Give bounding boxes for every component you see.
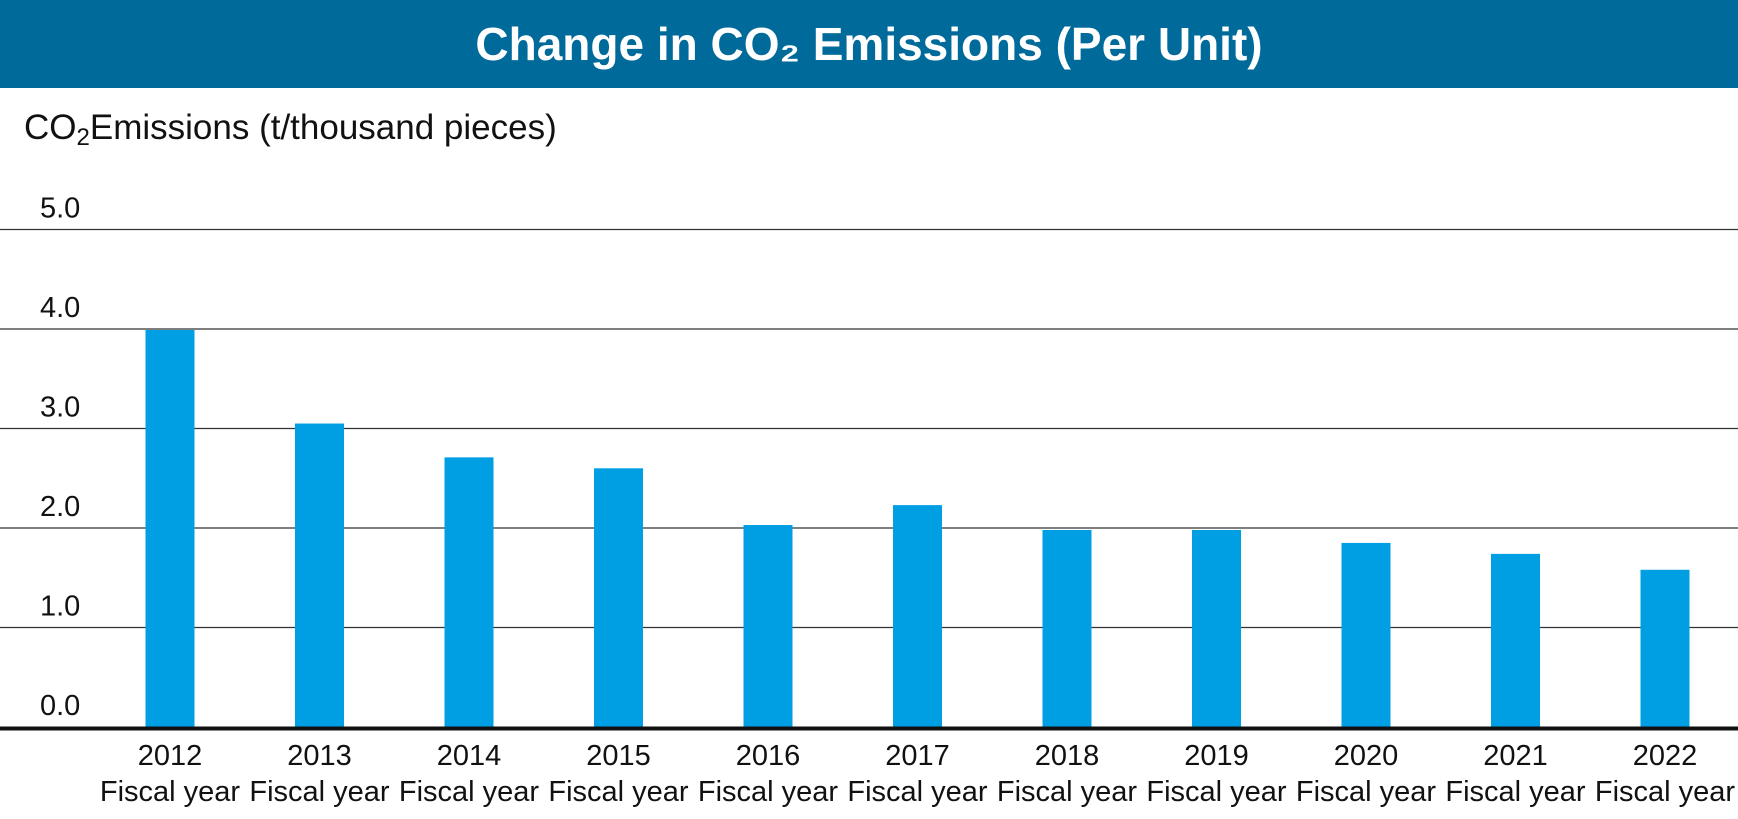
y-axis-label-suffix: Emissions (t/thousand pieces) xyxy=(89,108,557,147)
x-tick-label-year: 2012 xyxy=(138,740,203,772)
chart-title-bar: Change in CO₂ Emissions (Per Unit) xyxy=(0,0,1738,88)
x-tick-label-period: Fiscal year xyxy=(1296,776,1437,808)
bar xyxy=(1640,569,1690,727)
bar xyxy=(1491,553,1540,727)
x-tick-label-period: Fiscal year xyxy=(548,776,689,808)
bar xyxy=(1341,542,1391,727)
y-tick-label: 4.0 xyxy=(40,292,80,324)
y-tick-label: 1.0 xyxy=(40,591,80,623)
x-tick-label-year: 2015 xyxy=(586,740,651,772)
bar xyxy=(295,423,344,727)
x-tick-label-period: Fiscal year xyxy=(100,776,241,808)
x-tick-label-period: Fiscal year xyxy=(997,776,1138,808)
x-tick-label-year: 2017 xyxy=(885,740,950,772)
x-tick-label-year: 2018 xyxy=(1035,740,1100,772)
x-tick-label-year: 2013 xyxy=(287,740,352,772)
y-tick-label: 3.0 xyxy=(40,392,80,424)
bar xyxy=(594,468,643,727)
bar xyxy=(444,457,494,727)
y-axis-label-subscript: 2 xyxy=(76,124,90,151)
x-tick-label-period: Fiscal year xyxy=(249,776,390,808)
bar xyxy=(145,329,195,727)
x-tick-label-period: Fiscal year xyxy=(399,776,540,808)
x-tick-label-period: Fiscal year xyxy=(1445,776,1586,808)
y-tick-label: 2.0 xyxy=(40,491,80,523)
chart-title: Change in CO₂ Emissions (Per Unit) xyxy=(475,18,1263,70)
bar xyxy=(743,525,793,727)
y-tick-label: 0.0 xyxy=(40,690,80,722)
y-tick-label: 5.0 xyxy=(40,193,80,225)
x-tick-label-year: 2020 xyxy=(1334,740,1399,772)
y-axis-label: CO2Emissions (t/thousand pieces) xyxy=(24,108,557,152)
bar xyxy=(1192,529,1241,727)
x-tick-label-period: Fiscal year xyxy=(847,776,988,808)
x-tick-label-period: Fiscal year xyxy=(1595,776,1736,808)
bar xyxy=(893,505,942,727)
bar xyxy=(1042,529,1092,727)
x-tick-label-period: Fiscal year xyxy=(698,776,839,808)
x-tick-label-year: 2016 xyxy=(736,740,801,772)
x-tick-label-year: 2014 xyxy=(437,740,502,772)
x-tick-label-period: Fiscal year xyxy=(1146,776,1287,808)
x-tick-label-year: 2019 xyxy=(1184,740,1249,772)
y-axis-label-prefix: CO xyxy=(24,108,77,147)
x-tick-label-year: 2022 xyxy=(1633,740,1698,772)
x-tick-label-year: 2021 xyxy=(1483,740,1548,772)
